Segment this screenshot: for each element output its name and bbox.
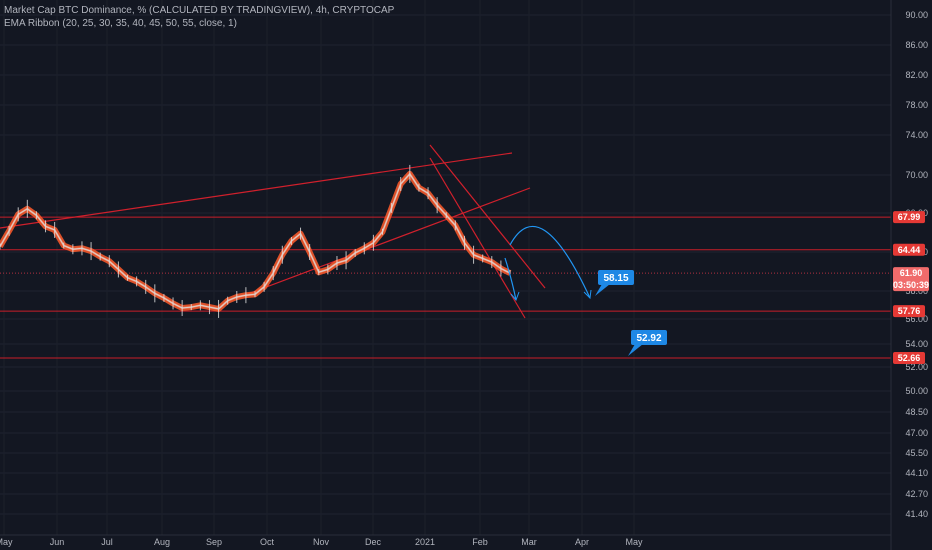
level-label: 57.76 [898, 306, 921, 316]
level-label-bg [893, 243, 925, 256]
trend-line [0, 152, 513, 229]
x-tick-label: Oct [260, 537, 275, 547]
x-tick-label: 2021 [415, 537, 435, 547]
callout-label: 58.15 [603, 273, 628, 284]
trend-line [429, 144, 546, 289]
arrow-head [583, 289, 592, 300]
y-tick-label: 44.10 [905, 468, 928, 478]
y-tick-label: 56.00 [905, 314, 928, 324]
y-tick-label: 41.40 [905, 509, 928, 519]
x-tick-label: Apr [575, 537, 589, 547]
x-tick-label: May [625, 537, 643, 547]
y-tick-label: 45.50 [905, 448, 928, 458]
countdown-label: 03:50:39 [893, 280, 929, 290]
x-tick-label: Aug [154, 537, 170, 547]
legend-symbol-title[interactable]: Market Cap BTC Dominance, % (CALCULATED … [4, 5, 395, 16]
trend-line [236, 187, 531, 299]
level-label: 64.44 [898, 245, 921, 255]
y-tick-label: 48.50 [905, 407, 928, 417]
callout-box [631, 330, 667, 345]
y-tick-label: 50.00 [905, 386, 928, 396]
ema-ribbon-band [0, 170, 512, 312]
y-tick-label: 78.00 [905, 100, 928, 110]
ema-ribbon [0, 170, 512, 312]
chart-legend: Market Cap BTC Dominance, % (CALCULATED … [4, 4, 394, 30]
legend-indicator[interactable]: EMA Ribbon (20, 25, 30, 35, 40, 45, 50, … [4, 18, 237, 29]
grid-lines [0, 14, 891, 515]
level-label: 67.99 [898, 212, 921, 222]
callout-pointer [595, 284, 610, 296]
x-tick-label: Nov [313, 537, 330, 547]
current-price-label: 61.90 [900, 268, 923, 278]
callout-label: 52.92 [636, 333, 661, 344]
projection-arc-long [509, 225, 591, 299]
callout-box [598, 270, 634, 285]
ema-ribbon-inner [0, 172, 511, 310]
x-tick-label: Dec [365, 537, 382, 547]
y-tick-label: 90.00 [905, 10, 928, 20]
y-tick-label: 47.00 [905, 428, 928, 438]
y-tick-label: 70.00 [905, 170, 928, 180]
price-series [0, 164, 511, 318]
level-label-bg [893, 352, 925, 364]
y-tick-label: 52.00 [905, 362, 928, 372]
x-tick-label: Jul [101, 537, 113, 547]
horizontal-levels [0, 216, 891, 359]
level-labels: 67.99 64.44 57.76 52.66 61.90 03:50:39 [893, 211, 929, 364]
y-tick-label: 82.00 [905, 70, 928, 80]
callout-pointer [628, 344, 643, 356]
projection-arc-short [504, 257, 517, 301]
y-tick-label: 74.00 [905, 130, 928, 140]
level-label-bg [893, 305, 925, 318]
level-label-bg [893, 211, 925, 224]
y-tick-label: 42.70 [905, 489, 928, 499]
time-axis: May Jun Jul Aug Sep Oct Nov Dec 2021 Feb Mar Apr May [0, 534, 891, 547]
current-price-bg [893, 267, 929, 292]
x-tick-label: Feb [472, 537, 488, 547]
y-tick-label: 86.00 [905, 40, 928, 50]
callouts: 58.15 52.92 [595, 270, 667, 356]
trend-lines [0, 144, 546, 319]
level-label: 52.66 [898, 353, 921, 363]
price-line [0, 173, 511, 310]
arrow-head [510, 291, 520, 301]
x-tick-label: Mar [521, 537, 537, 547]
x-tick-label: Jun [50, 537, 65, 547]
y-tick-label: 54.00 [905, 339, 928, 349]
projection-path [504, 225, 592, 301]
trend-line [429, 157, 526, 319]
x-tick-label: Sep [206, 537, 222, 547]
x-tick-label: May [0, 537, 13, 547]
